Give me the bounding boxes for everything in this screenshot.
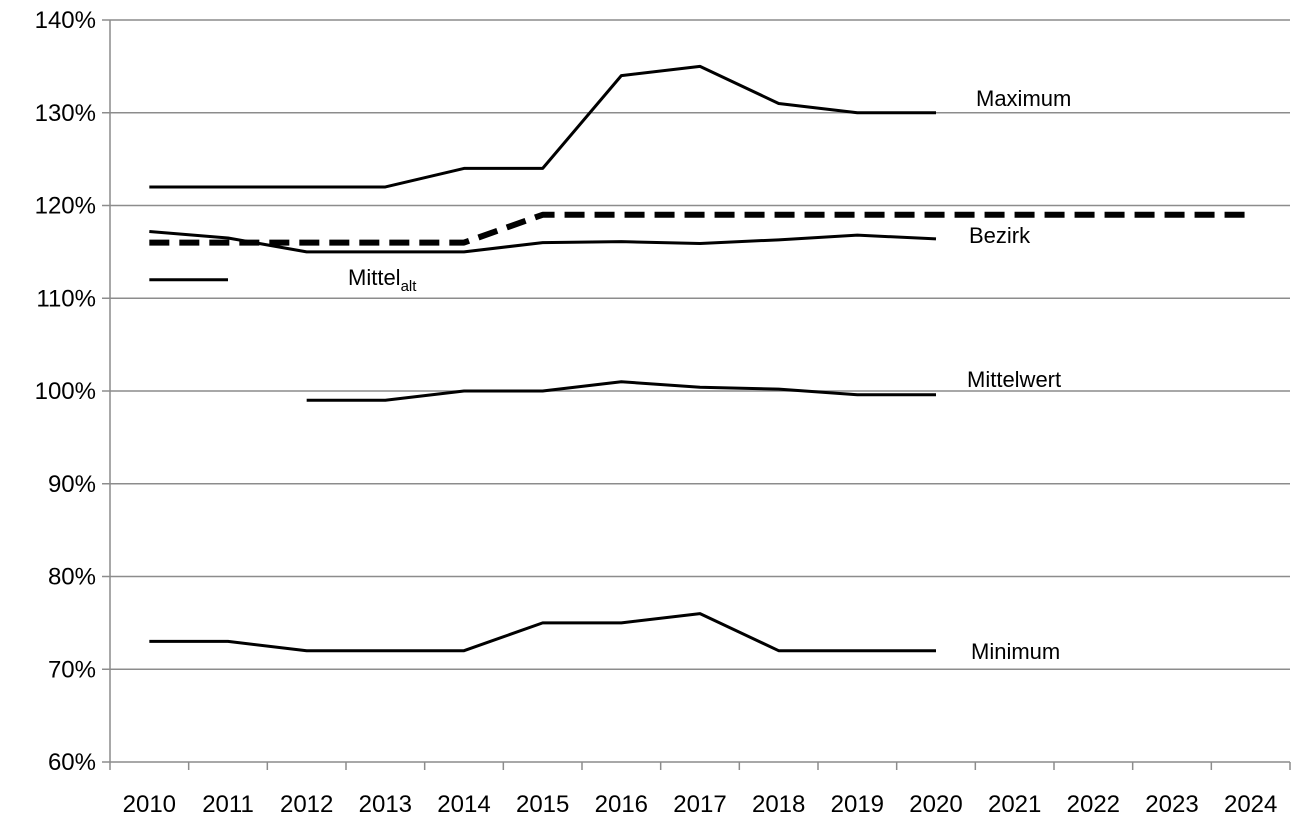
x-tick-label: 2015 xyxy=(516,791,569,818)
gridlines xyxy=(110,19,1290,670)
label-minimum: Minimum xyxy=(971,639,1060,664)
label-maximum: Maximum xyxy=(976,86,1071,111)
y-tick-label: 130% xyxy=(35,100,96,127)
series-lines xyxy=(149,64,1251,653)
series-line-maximum xyxy=(149,64,936,189)
y-tick-label: 60% xyxy=(48,749,96,776)
y-tick-label: 100% xyxy=(35,378,96,405)
x-tick-label: 2012 xyxy=(280,791,333,818)
y-tick-label: 80% xyxy=(48,564,96,591)
x-tick-label: 2020 xyxy=(909,791,962,818)
x-tick-label: 2019 xyxy=(831,791,884,818)
series-line-mittelwert xyxy=(306,380,936,402)
y-tick-label: 140% xyxy=(35,7,96,34)
axes: 60% 70% 80% 90% 100% 110% 120% 130% 140% 2010 2011… xyxy=(35,7,1291,818)
label-mittelwert: Mittelwert xyxy=(967,367,1061,392)
series-line-bezirk xyxy=(149,211,1251,246)
y-tick-label: 120% xyxy=(35,193,96,220)
x-tick-label: 2023 xyxy=(1145,791,1198,818)
series-line-series-2 xyxy=(149,229,937,254)
label-mittel-alt-subscript: alt xyxy=(401,278,418,295)
x-tick-label: 2016 xyxy=(595,791,648,818)
x-tick-label: 2017 xyxy=(673,791,726,818)
label-mittel-alt: Mittelalt xyxy=(348,265,417,295)
x-tick-label: 2018 xyxy=(752,791,805,818)
series-labels: Maximum Bezirk Mittelalt Mittelwert Mini… xyxy=(348,86,1071,664)
x-tick-label: 2014 xyxy=(437,791,490,818)
x-tick-label: 2022 xyxy=(1067,791,1120,818)
x-tick-label: 2013 xyxy=(359,791,412,818)
y-tick-label: 110% xyxy=(36,285,96,312)
x-tick-label: 2024 xyxy=(1224,791,1277,818)
x-tick-label: 2011 xyxy=(202,791,254,818)
y-tick-label: 90% xyxy=(48,471,96,498)
x-tick-label: 2010 xyxy=(123,791,176,818)
series-line-minimum xyxy=(149,612,936,653)
label-mittel-alt-base: Mittel xyxy=(348,265,401,290)
label-bezirk: Bezirk xyxy=(969,223,1031,248)
x-tick-label: 2021 xyxy=(988,791,1041,818)
y-tick-label: 70% xyxy=(48,656,96,683)
